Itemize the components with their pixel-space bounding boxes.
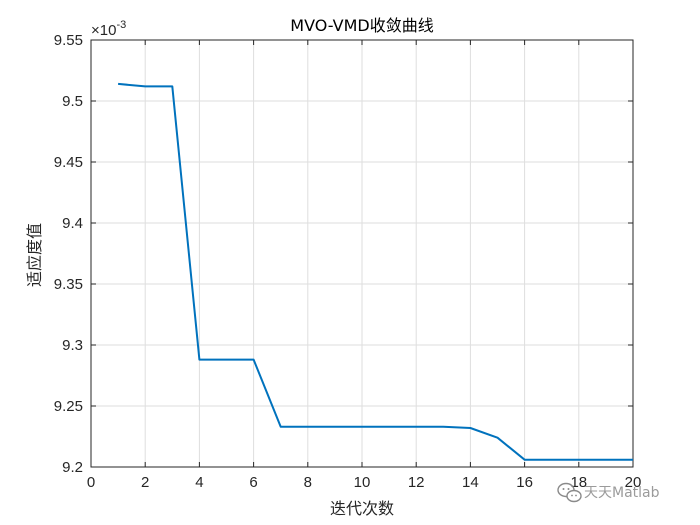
y-tick-label: 9.55 bbox=[54, 32, 83, 49]
x-tick-label: 14 bbox=[462, 474, 479, 491]
x-tick-label: 6 bbox=[249, 474, 257, 491]
x-tick-label: 18 bbox=[570, 474, 587, 491]
y-tick-label: 9.2 bbox=[62, 459, 83, 476]
y-tick-label: 9.5 bbox=[62, 93, 83, 110]
x-tick-labels: 0 2 4 6 8 10 12 14 16 18 20 bbox=[87, 474, 642, 491]
y-tick-label: 9.4 bbox=[62, 215, 83, 232]
y-exponent-power: -3 bbox=[116, 19, 126, 31]
x-tick-label: 20 bbox=[625, 474, 642, 491]
y-axis-label: 适应度值 bbox=[25, 223, 44, 287]
tick-marks bbox=[90, 39, 634, 468]
y-tick-label: 9.45 bbox=[54, 154, 83, 171]
y-tick-labels: 9.2 9.25 9.3 9.35 9.4 9.45 9.5 9.55 bbox=[54, 32, 83, 476]
y-tick-label: 9.35 bbox=[54, 276, 83, 293]
y-exponent-base: ×10 bbox=[91, 22, 116, 39]
x-tick-label: 0 bbox=[87, 474, 95, 491]
x-axis-label: 迭代次数 bbox=[330, 499, 394, 518]
x-tick-label: 16 bbox=[516, 474, 533, 491]
x-tick-label: 2 bbox=[141, 474, 149, 491]
x-tick-label: 12 bbox=[408, 474, 425, 491]
series-line bbox=[118, 82, 633, 461]
series-layer bbox=[118, 82, 634, 461]
chart-title: MVO-VMD收敛曲线 bbox=[290, 16, 433, 35]
y-exponent-label: ×10-3 bbox=[91, 19, 126, 39]
x-tick-label: 10 bbox=[354, 474, 371, 491]
y-tick-label: 9.25 bbox=[54, 398, 83, 415]
x-tick-label: 8 bbox=[304, 474, 312, 491]
watermark: 天天Matlab bbox=[557, 482, 660, 503]
x-tick-label: 4 bbox=[195, 474, 203, 491]
y-tick-label: 9.3 bbox=[62, 337, 83, 354]
wechat-icon bbox=[557, 482, 582, 503]
watermark-text: 天天Matlab bbox=[584, 485, 660, 501]
